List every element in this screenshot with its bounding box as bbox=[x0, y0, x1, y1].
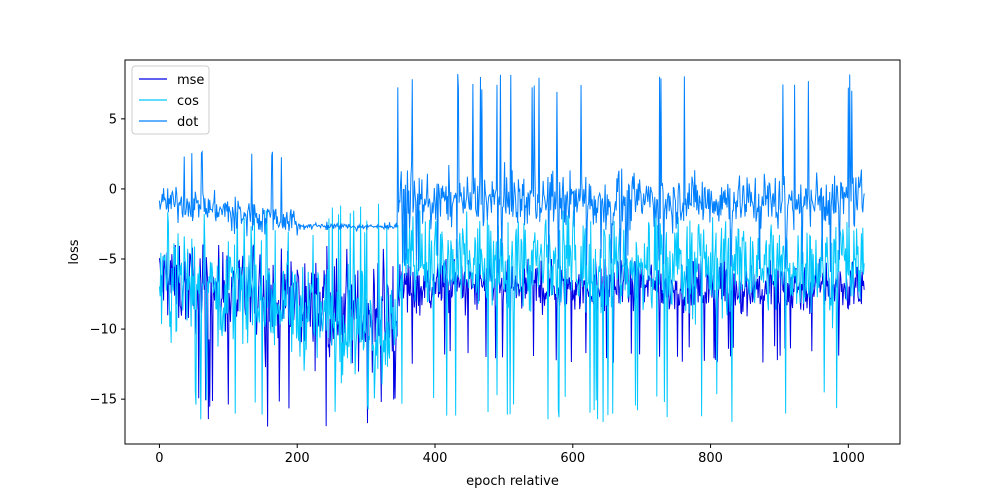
x-tick-label: 400 bbox=[423, 451, 448, 466]
legend-label-cos: cos bbox=[177, 94, 199, 109]
legend-label-mse: mse bbox=[177, 73, 204, 88]
legend: mse cos dot bbox=[131, 65, 210, 135]
y-tick-label: 0 bbox=[109, 182, 117, 197]
x-tick-label: 1000 bbox=[832, 451, 865, 466]
x-axis-label: epoch relative bbox=[466, 474, 559, 489]
y-tick-label: −5 bbox=[98, 253, 117, 268]
y-axis-label: loss bbox=[67, 239, 82, 264]
x-tick-label: 200 bbox=[285, 451, 310, 466]
legend-label-dot: dot bbox=[177, 115, 198, 130]
x-tick-label: 800 bbox=[698, 451, 723, 466]
plot-frame bbox=[124, 59, 901, 445]
axes: 0 200 400 600 800 1000 −15 −10 −5 0 5 bbox=[90, 59, 901, 466]
series-line-cos bbox=[158, 203, 865, 423]
y-tick-label: −10 bbox=[90, 323, 117, 338]
legend-box bbox=[131, 65, 210, 135]
series-layer bbox=[158, 74, 865, 427]
x-tick-label: 0 bbox=[155, 451, 163, 466]
series-line-mse bbox=[158, 243, 865, 427]
y-tick-label: −15 bbox=[90, 393, 117, 408]
series-line-dot bbox=[158, 74, 865, 273]
x-tick-label: 600 bbox=[560, 451, 585, 466]
y-tick-label: 5 bbox=[109, 112, 117, 127]
